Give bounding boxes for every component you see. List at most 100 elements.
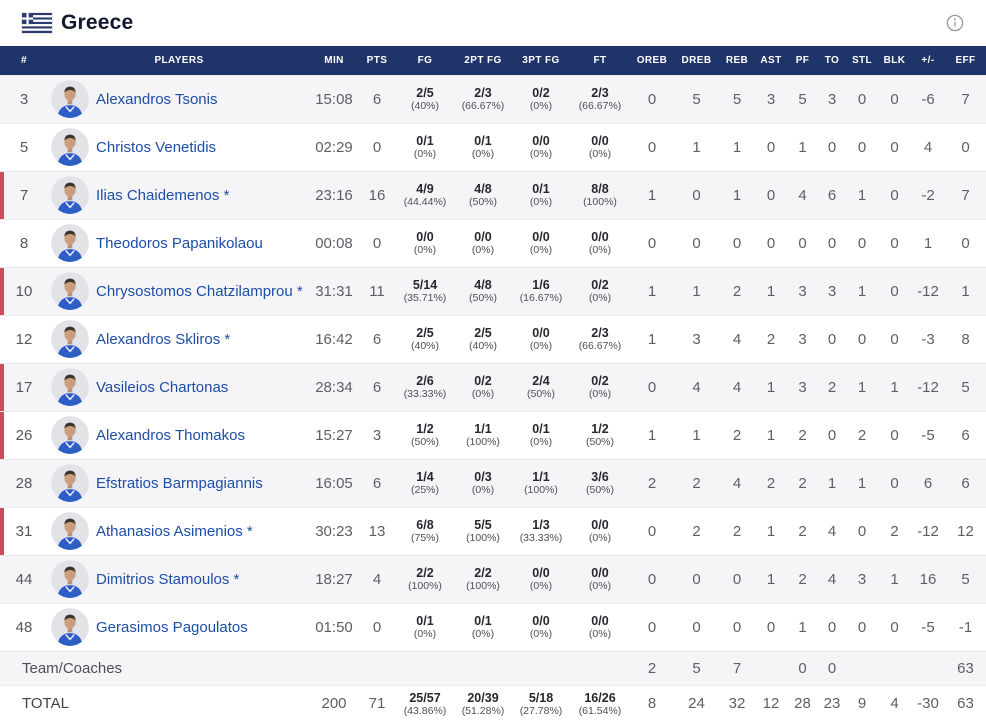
col-stl: STL <box>846 46 878 75</box>
stat-fg: 1/2 (50%) <box>396 410 454 459</box>
summary-rows: Team/Coaches 2 5 7 0 0 63 TOTAL 200 71 2… <box>0 650 986 722</box>
stat-2ptfg: 0/1 (0%) <box>454 122 512 171</box>
player-name-link[interactable]: Vasileios Chartonas <box>96 378 229 396</box>
stat-stl: 0 <box>846 506 878 555</box>
stat-to: 0 <box>818 410 846 459</box>
total-fg: 25/57 (43.86%) <box>396 684 454 722</box>
team-coaches-label: Team/Coaches <box>0 650 630 685</box>
stat-min: 16:05 <box>310 458 358 507</box>
player-name-link[interactable]: Alexandros Thomakos <box>96 426 245 444</box>
stat-fg: 2/6 (33.33%) <box>396 362 454 411</box>
player-rows: 3 Alexandros Tsonis 15:08 6 2/5 (40%) 2/3… <box>0 74 986 651</box>
stat-blk: 0 <box>878 74 911 123</box>
stat-pf: 0 <box>787 218 818 267</box>
player-name-cell: Efstratios Barmpagiannis <box>92 458 310 507</box>
stat-plusminus: 1 <box>911 218 945 267</box>
stat-pf: 1 <box>787 122 818 171</box>
stat-to: 2 <box>818 362 846 411</box>
player-name-link[interactable]: Efstratios Barmpagiannis <box>96 474 263 492</box>
stat-plusminus: 6 <box>911 458 945 507</box>
stat-ft: 0/2 (0%) <box>570 266 630 315</box>
total-ft: 16/26 (61.54%) <box>570 684 630 722</box>
stat-stl: 0 <box>846 218 878 267</box>
stat-ast: 0 <box>755 218 787 267</box>
stat-reb: 0 <box>719 218 755 267</box>
player-avatar-cell <box>48 554 92 603</box>
team-to: 0 <box>818 650 846 685</box>
stat-oreb: 0 <box>630 122 674 171</box>
player-name-link[interactable]: Alexandros Tsonis <box>96 90 218 108</box>
player-name-cell: Christos Venetidis <box>92 122 310 171</box>
player-avatar-cell <box>48 218 92 267</box>
stat-ast: 2 <box>755 458 787 507</box>
player-name-cell: Vasileios Chartonas <box>92 362 310 411</box>
total-pf: 28 <box>787 684 818 722</box>
player-avatar-cell <box>48 170 92 219</box>
player-name-link[interactable]: Christos Venetidis <box>96 138 217 156</box>
stat-eff: 6 <box>945 410 986 459</box>
stat-to: 0 <box>818 218 846 267</box>
player-name-link[interactable]: Ilias Chaidemenos * <box>96 186 230 204</box>
stat-eff: 0 <box>945 122 986 171</box>
stat-dreb: 5 <box>674 74 719 123</box>
stat-dreb: 1 <box>674 266 719 315</box>
stat-fg: 0/0 (0%) <box>396 218 454 267</box>
stat-3ptfg: 1/3 (33.33%) <box>512 506 570 555</box>
stat-blk: 0 <box>878 266 911 315</box>
total-plusminus: -30 <box>911 684 945 722</box>
stat-dreb: 0 <box>674 218 719 267</box>
player-avatar-cell <box>48 458 92 507</box>
stat-3ptfg: 0/0 (0%) <box>512 218 570 267</box>
stat-ft: 0/0 (0%) <box>570 602 630 651</box>
stat-to: 6 <box>818 170 846 219</box>
stat-stl: 0 <box>846 602 878 651</box>
player-name-link[interactable]: Athanasios Asimenios * <box>96 522 253 540</box>
total-2ptfg: 20/39 (51.28%) <box>454 684 512 722</box>
player-name-cell: Alexandros Thomakos <box>92 410 310 459</box>
stat-oreb: 1 <box>630 170 674 219</box>
stat-pts: 0 <box>358 122 396 171</box>
stat-plusminus: 16 <box>911 554 945 603</box>
stat-oreb: 0 <box>630 74 674 123</box>
player-avatar <box>51 368 89 406</box>
stat-stl: 1 <box>846 458 878 507</box>
stat-pts: 11 <box>358 266 396 315</box>
player-avatar-cell <box>48 362 92 411</box>
player-name-link[interactable]: Theodoros Papanikolaou <box>96 234 263 252</box>
player-avatar <box>51 416 89 454</box>
player-name-link[interactable]: Gerasimos Pagoulatos <box>96 618 248 636</box>
player-number: 17 <box>0 362 48 411</box>
stat-blk: 0 <box>878 170 911 219</box>
player-name-link[interactable]: Alexandros Skliros * <box>96 330 231 348</box>
player-number: 48 <box>0 602 48 651</box>
stat-reb: 4 <box>719 314 755 363</box>
stat-min: 00:08 <box>310 218 358 267</box>
player-name-link[interactable]: Dimitrios Stamoulos * <box>96 570 240 588</box>
table-header-row: # PLAYERS MIN PTS FG 2PT FG 3PT FG FT OR… <box>0 46 986 75</box>
player-number: 8 <box>0 218 48 267</box>
stat-pf: 5 <box>787 74 818 123</box>
stat-reb: 0 <box>719 602 755 651</box>
info-icon[interactable] <box>946 14 964 32</box>
stat-to: 0 <box>818 314 846 363</box>
stat-stl: 1 <box>846 362 878 411</box>
stat-3ptfg: 0/1 (0%) <box>512 410 570 459</box>
stat-min: 15:08 <box>310 74 358 123</box>
stat-dreb: 4 <box>674 362 719 411</box>
player-number: 10 <box>0 266 48 315</box>
stat-3ptfg: 0/2 (0%) <box>512 74 570 123</box>
team-reb: 7 <box>719 650 755 685</box>
stat-pts: 6 <box>358 362 396 411</box>
stat-fg: 2/2 (100%) <box>396 554 454 603</box>
player-avatar <box>51 80 89 118</box>
stat-2ptfg: 5/5 (100%) <box>454 506 512 555</box>
team-dreb: 5 <box>674 650 719 685</box>
stat-plusminus: -12 <box>911 362 945 411</box>
stat-fg: 4/9 (44.44%) <box>396 170 454 219</box>
stat-oreb: 0 <box>630 554 674 603</box>
stat-stl: 1 <box>846 266 878 315</box>
total-row: TOTAL 200 71 25/57 (43.86%) 20/39 (51.28%)… <box>0 684 986 722</box>
player-name-link[interactable]: Chrysostomos Chatzilamprou * <box>96 282 303 300</box>
stat-eff: 7 <box>945 170 986 219</box>
stat-2ptfg: 0/1 (0%) <box>454 602 512 651</box>
